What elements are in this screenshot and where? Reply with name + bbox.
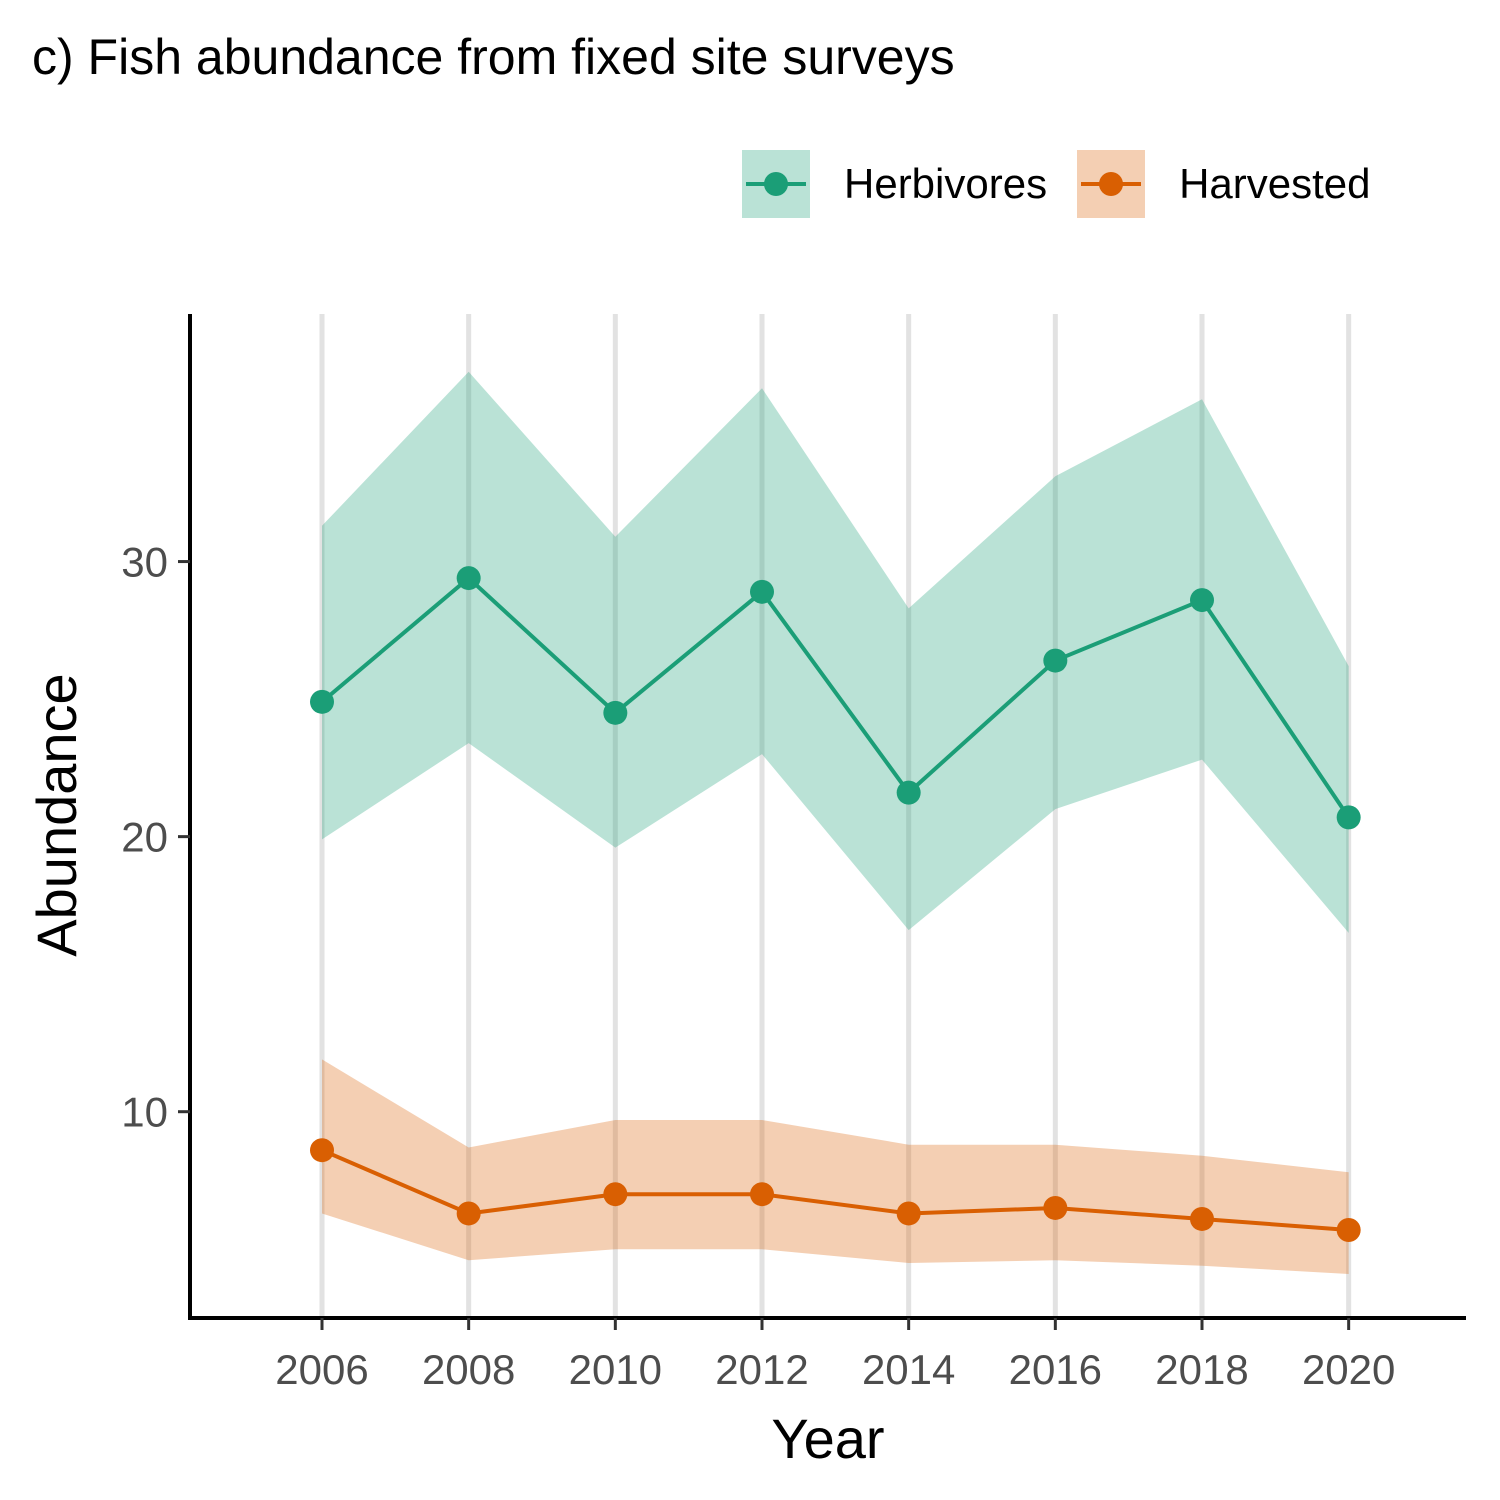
x-tick-label-2008: 2008 (422, 1346, 515, 1393)
legend-key-harvested (1077, 150, 1146, 218)
data-point-harvested-2014 (896, 1201, 921, 1226)
legend-key-herbivores (742, 150, 810, 218)
data-point-herbivores-2018 (1190, 588, 1214, 613)
x-tick-label-2012: 2012 (715, 1346, 808, 1393)
gridlines (319, 314, 1352, 1318)
confidence-bands (322, 371, 1349, 1274)
legend: Herbivores Harvested (742, 150, 1401, 218)
axes: 10 20 30 2006 2008 2010 2012 2014 2016 2018 2020 (121, 314, 1466, 1393)
legend-label-herbivores: Herbivores (844, 160, 1048, 207)
data-point-herbivores-2008 (456, 566, 481, 591)
data-point-harvested-2006 (310, 1138, 334, 1163)
y-tick-label-20: 20 (121, 814, 168, 861)
x-axis-title: Year (771, 1407, 884, 1470)
confidence-band-harvested (322, 1059, 1349, 1274)
confidence-band-herbivores (322, 371, 1349, 933)
x-tick-label-2010: 2010 (569, 1346, 662, 1393)
data-point-harvested-2012 (750, 1182, 774, 1207)
chart-title: c) Fish abundance from fixed site survey… (32, 29, 955, 85)
series-lines (320, 575, 1351, 1232)
data-point-harvested-2020 (1336, 1217, 1361, 1242)
series-line-harvested (321, 1148, 1349, 1232)
y-tick-label-10: 10 (121, 1089, 168, 1136)
series-line-herbivores (320, 575, 1351, 819)
data-point-herbivores-2014 (896, 780, 921, 805)
data-point-harvested-2016 (1043, 1195, 1068, 1220)
legend-item-harvested: Harvested (1077, 150, 1371, 218)
data-point-herbivores-2006 (310, 689, 334, 714)
x-tick-label-2018: 2018 (1155, 1346, 1248, 1393)
x-tick-label-2006: 2006 (275, 1346, 368, 1393)
y-axis-title: Abundance (25, 673, 88, 956)
data-point-herbivores-2010 (603, 700, 628, 725)
data-point-herbivores-2016 (1043, 648, 1068, 673)
data-point-herbivores-2012 (750, 579, 774, 604)
x-tick-label-2016: 2016 (1009, 1346, 1102, 1393)
x-tick-label-2014: 2014 (862, 1346, 955, 1393)
data-point-harvested-2008 (456, 1201, 481, 1226)
y-tick-label-30: 30 (121, 539, 168, 586)
legend-item-herbivores: Herbivores (742, 150, 1047, 218)
series-points (310, 566, 1361, 1242)
data-point-harvested-2010 (603, 1182, 628, 1207)
data-point-harvested-2018 (1190, 1206, 1214, 1231)
data-point-herbivores-2020 (1336, 805, 1361, 830)
legend-label-harvested: Harvested (1179, 160, 1371, 207)
x-tick-label-2020: 2020 (1302, 1346, 1395, 1393)
